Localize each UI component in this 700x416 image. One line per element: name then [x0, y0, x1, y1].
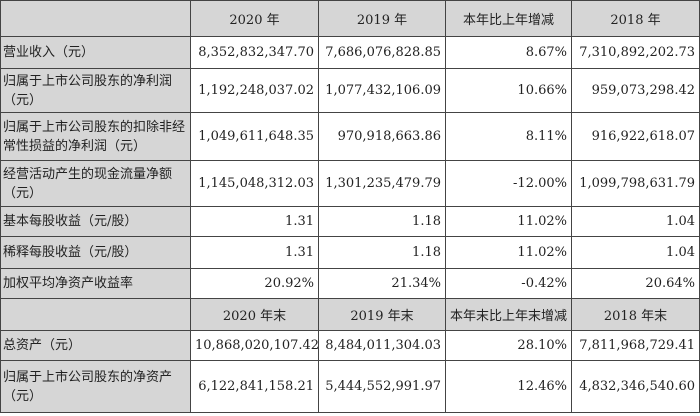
table-cell: 1.18: [318, 236, 446, 269]
table-row: 经营活动产生的现金流量净额（元） 1,145,048,312.03 1,301,23…: [0, 160, 700, 207]
table-row: 营业收入（元） 8,352,832,347.70 7,686,076,828.85 8…: [0, 36, 700, 69]
table-cell: 8,484,011,304.03: [318, 330, 446, 361]
column-header: 2018 年: [571, 0, 700, 37]
table-cell: 7,811,968,729.41: [571, 330, 700, 361]
header-corner: [0, 0, 191, 37]
table-cell: 10.66%: [445, 68, 572, 113]
table-cell: 916,922,618.07: [571, 112, 700, 161]
table-row: 归属于上市公司股东的扣除非经常性损益的净利润（元） 1,049,611,648.3…: [0, 112, 700, 161]
table-cell: 1,099,798,631.79: [571, 160, 700, 207]
table-row: 总资产（元） 10,868,020,107.42 8,484,011,304.03 2…: [0, 330, 700, 361]
table-cell: 7,686,076,828.85: [318, 36, 446, 69]
column-header: 2020 年: [190, 0, 319, 37]
table-cell: 1,049,611,648.35: [190, 112, 319, 161]
table-cell: -0.42%: [445, 268, 572, 299]
table-cell: -12.00%: [445, 160, 572, 207]
table-cell: 28.10%: [445, 330, 572, 361]
row-label: 总资产（元）: [0, 330, 191, 361]
row-label: 归属于上市公司股东的净资产（元）: [0, 360, 191, 413]
table-cell: 20.64%: [571, 268, 700, 299]
table-row: 归属于上市公司股东的净资产（元） 6,122,841,158.21 5,444,55…: [0, 360, 700, 413]
table-cell: 7,310,892,202.73: [571, 36, 700, 69]
table-cell: 1,077,432,106.09: [318, 68, 446, 113]
column-header: 2018 年末: [571, 298, 700, 331]
row-label: 归属于上市公司股东的净利润（元）: [0, 68, 191, 113]
table-row: 加权平均净资产收益率 20.92% 21.34% -0.42% 20.64%: [0, 268, 700, 299]
table-cell: 6,122,841,158.21: [190, 360, 319, 413]
table-cell: 1,192,248,037.02: [190, 68, 319, 113]
column-header: 本年比上年增减: [445, 0, 572, 37]
table-cell: 1.18: [318, 206, 446, 237]
row-label: 营业收入（元）: [0, 36, 191, 69]
table-cell: 970,918,663.86: [318, 112, 446, 161]
table-cell: 1,145,048,312.03: [190, 160, 319, 207]
table-cell: 1.04: [571, 206, 700, 237]
table-cell: 5,444,552,991.97: [318, 360, 446, 413]
table-cell: 959,073,298.42: [571, 68, 700, 113]
table-cell: 1,301,235,479.79: [318, 160, 446, 207]
table-cell: 12.46%: [445, 360, 572, 413]
table-cell: 1.31: [190, 206, 319, 237]
header-corner: [0, 298, 191, 331]
header-row: 2020 年 2019 年本年比上年增减 2018 年: [0, 0, 700, 37]
table-row: 基本每股收益（元/股） 1.31 1.18 11.02% 1.04: [0, 206, 700, 237]
table-cell: 4,832,346,540.60: [571, 360, 700, 413]
table-cell: 10,868,020,107.42: [190, 330, 319, 361]
row-label: 基本每股收益（元/股）: [0, 206, 191, 237]
column-header: 2019 年: [318, 0, 446, 37]
table-cell: 1.04: [571, 236, 700, 269]
row-label: 稀释每股收益（元/股）: [0, 236, 191, 269]
table-row: 稀释每股收益（元/股） 1.31 1.18 11.02% 1.04: [0, 236, 700, 269]
column-header: 本年末比上年末增减: [445, 298, 572, 331]
table-row: 归属于上市公司股东的净利润（元） 1,192,248,037.02 1,077,43…: [0, 68, 700, 113]
table-cell: 11.02%: [445, 236, 572, 269]
row-label: 加权平均净资产收益率: [0, 268, 191, 299]
table-cell: 1.31: [190, 236, 319, 269]
column-header: 2019 年末: [318, 298, 446, 331]
table-cell: 20.92%: [190, 268, 319, 299]
column-header: 2020 年末: [190, 298, 319, 331]
header-row: 2020 年末 2019 年末 本年末比上年末增减 2018 年末: [0, 298, 700, 331]
table-cell: 8.11%: [445, 112, 572, 161]
table-cell: 21.34%: [318, 268, 446, 299]
row-label: 经营活动产生的现金流量净额（元）: [0, 160, 191, 207]
row-label: 归属于上市公司股东的扣除非经常性损益的净利润（元）: [0, 112, 191, 161]
table-cell: 11.02%: [445, 206, 572, 237]
table-cell: 8.67%: [445, 36, 572, 69]
table-cell: 8,352,832,347.70: [190, 36, 319, 69]
